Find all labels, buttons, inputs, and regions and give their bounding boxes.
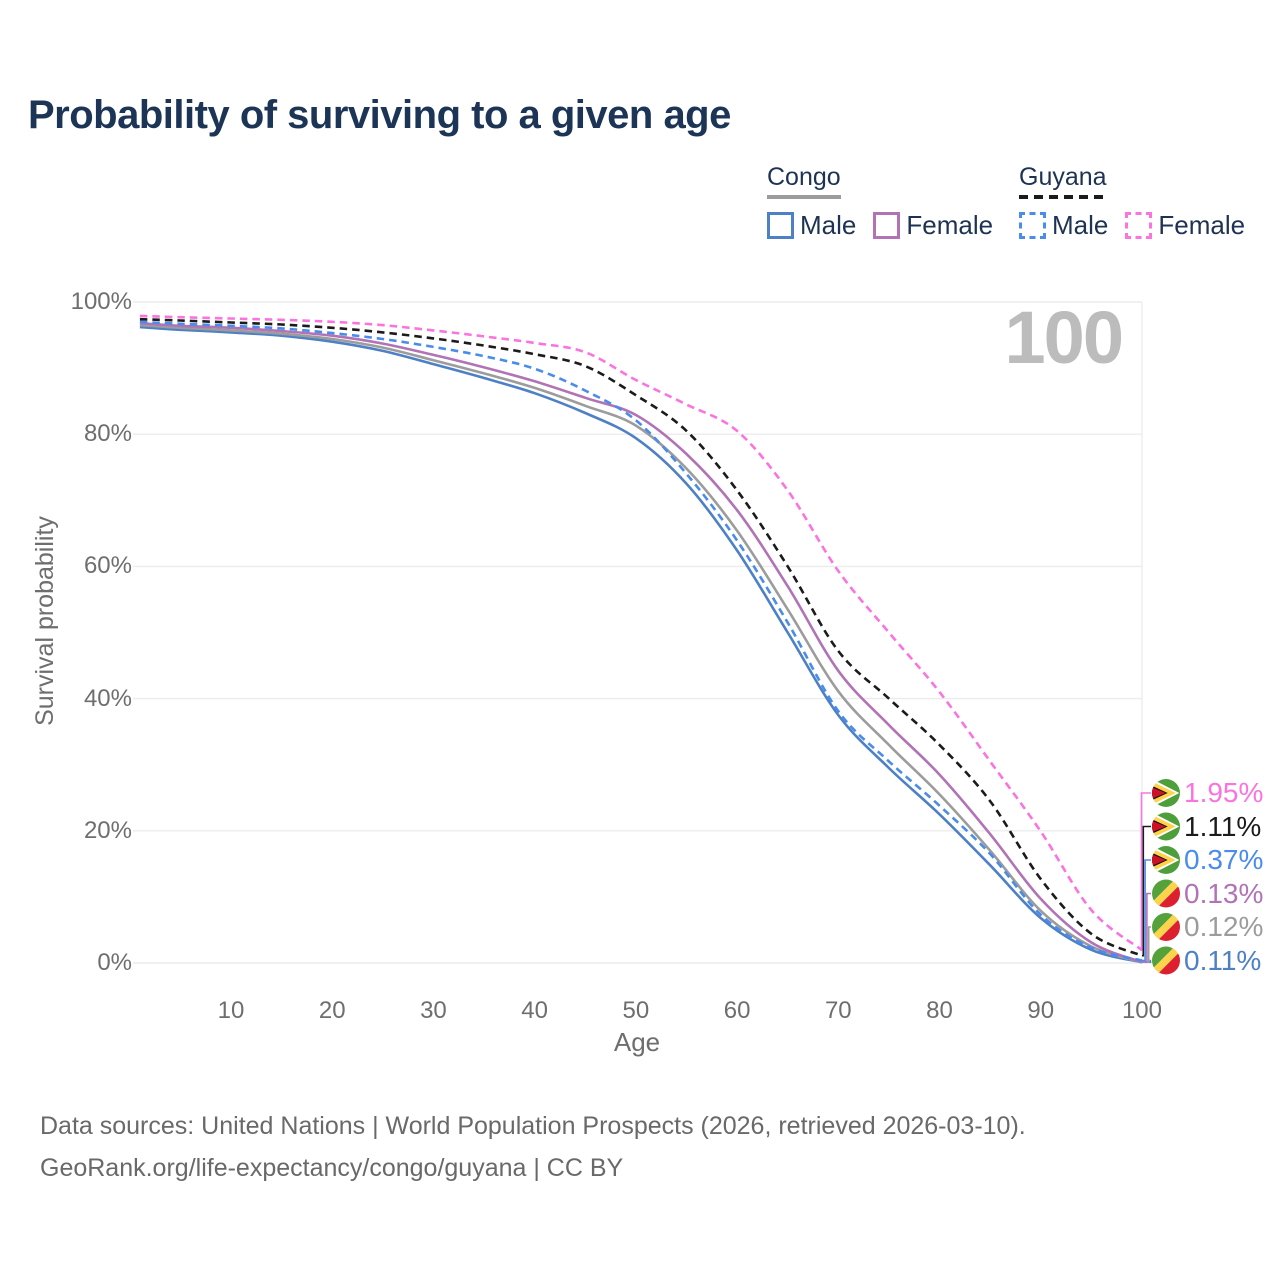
legend-item-label: Male <box>800 210 857 240</box>
congo-flag-icon <box>1152 946 1180 975</box>
legend-items-congo: Male Female <box>767 210 993 241</box>
legend-item-label: Female <box>906 210 994 240</box>
leader-line <box>1142 892 1151 963</box>
age-watermark: 100 <box>1004 296 1124 379</box>
legend-item-label: Female <box>1158 210 1246 240</box>
curve-congo-female <box>139 321 1143 964</box>
footer-line-1: Data sources: United Nations | World Pop… <box>40 1112 1026 1140</box>
legend-country-guyana: Guyana <box>1019 163 1107 199</box>
curve-congo-male <box>139 325 1143 964</box>
legend-group-congo: Congo Male Female <box>767 163 993 241</box>
legend-item-guyana-female[interactable]: Female <box>1125 210 1245 241</box>
curve-guyana-both-sexes- <box>139 317 1143 957</box>
legend-item-congo-female[interactable]: Female <box>873 210 993 241</box>
guyana-flag-icon <box>1152 779 1180 807</box>
congo-female-swatch-icon <box>873 212 901 239</box>
guyana-male-swatch-icon <box>1019 212 1046 239</box>
congo-flag-icon <box>1152 913 1180 941</box>
guyana-flag-icon <box>1152 812 1180 841</box>
legend-country-congo: Congo <box>767 163 841 199</box>
legend-item-label: Male <box>1052 210 1109 240</box>
leader-line <box>1142 825 1151 957</box>
data-sources-footer: Data sources: United Nations | World Pop… <box>40 1105 1026 1189</box>
congo-line-style-swatch <box>767 195 841 199</box>
legend-country-label: Congo <box>767 163 841 191</box>
guyana-flag-icon <box>1152 846 1180 874</box>
congo-flag-icon <box>1152 879 1180 908</box>
legend-group-guyana: Guyana Male Female <box>1019 163 1245 241</box>
curve-guyana-female <box>139 314 1143 952</box>
curve-guyana-male <box>139 320 1143 962</box>
footer-line-2: GeoRank.org/life-expectancy/congo/guyana… <box>40 1154 624 1182</box>
legend-items-guyana: Male Female <box>1019 210 1245 241</box>
legend-country-label: Guyana <box>1019 163 1107 191</box>
leader-line <box>1142 859 1151 962</box>
leader-line <box>1140 792 1151 951</box>
legend-item-guyana-male[interactable]: Male <box>1019 210 1108 241</box>
guyana-line-style-swatch <box>1019 195 1107 199</box>
congo-male-swatch-icon <box>767 212 794 239</box>
legend-item-congo-male[interactable]: Male <box>767 210 856 241</box>
page-title: Probability of surviving to a given age <box>28 93 731 137</box>
guyana-female-swatch-icon <box>1125 212 1153 239</box>
